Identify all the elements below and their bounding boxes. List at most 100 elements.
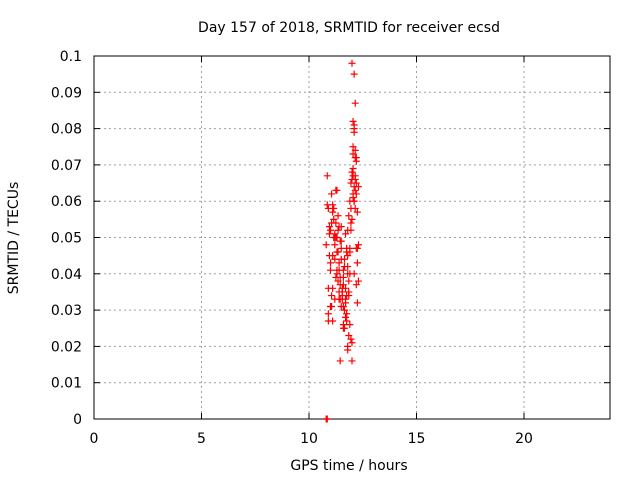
data-point [348, 175, 356, 183]
data-point [352, 179, 360, 187]
data-point [328, 190, 336, 198]
data-point [345, 212, 353, 220]
data-point [351, 186, 359, 194]
data-point [339, 321, 347, 329]
data-point [347, 219, 355, 227]
data-point [354, 277, 362, 285]
x-tick-label: 15 [408, 431, 426, 447]
data-point [345, 332, 353, 340]
data-point [331, 241, 339, 249]
y-tick-label: 0.1 [60, 49, 82, 65]
data-point [350, 70, 358, 78]
data-point [344, 263, 352, 271]
data-point [348, 339, 356, 347]
data-point [331, 234, 339, 241]
data-point [349, 190, 357, 198]
data-point [332, 273, 340, 281]
data-point [329, 208, 337, 216]
data-point [349, 143, 357, 151]
x-tick-label: 10 [300, 431, 318, 447]
data-point [339, 273, 347, 281]
data-point [353, 299, 361, 307]
data-point [351, 146, 359, 154]
data-point [347, 226, 355, 234]
data-point [350, 125, 358, 133]
data-point [348, 357, 356, 365]
data-point [332, 186, 340, 194]
data-point [324, 284, 332, 292]
data-point [350, 197, 358, 205]
data-point [334, 226, 342, 234]
data-point [346, 248, 354, 256]
data-point [343, 292, 351, 300]
data-point [352, 244, 360, 252]
data-point [327, 266, 334, 274]
y-tick-label: 0.07 [51, 158, 82, 174]
data-point [344, 252, 352, 260]
x-tick-label: 0 [90, 431, 99, 447]
data-point [348, 59, 356, 67]
data-point [333, 248, 341, 256]
data-point [354, 241, 362, 249]
x-tick-labels: 0 5 10 15 20 [90, 431, 533, 447]
data-point [348, 215, 356, 223]
data-point [344, 346, 352, 354]
y-tick-label: 0.03 [51, 303, 82, 319]
data-point [322, 241, 330, 249]
data-point [353, 259, 361, 267]
data-point [350, 183, 358, 191]
data-point [327, 302, 334, 310]
data-point [343, 317, 351, 325]
y-tick-label: 0.04 [51, 267, 82, 283]
data-point [328, 219, 336, 227]
data-point [343, 310, 351, 318]
data-point [333, 270, 341, 278]
data-point [335, 259, 343, 267]
data-point [351, 99, 359, 107]
data-point [334, 212, 342, 220]
data-point [329, 252, 337, 260]
chart-title: Day 157 of 2018, SRMTID for receiver ecs… [198, 20, 500, 36]
data-point [349, 117, 357, 125]
data-point [353, 208, 361, 216]
data-point [352, 281, 360, 289]
y-tick-label: 0.01 [51, 376, 82, 392]
data-point [336, 357, 344, 365]
x-tick-label: 5 [197, 431, 206, 447]
y-tick-label: 0.08 [51, 122, 82, 138]
data-point [338, 284, 346, 292]
data-point [327, 259, 334, 267]
data-point [334, 277, 342, 285]
data-point [335, 295, 343, 303]
data-point [349, 165, 357, 173]
data-point [351, 154, 359, 162]
data-point [336, 281, 344, 289]
x-tick-label: 20 [515, 431, 533, 447]
data-point [345, 288, 353, 296]
x-axis-label: GPS time / hours [290, 458, 407, 474]
data-point [323, 172, 331, 180]
data-point [325, 230, 333, 238]
y-tick-label: 0 [73, 412, 82, 428]
data-point [340, 324, 348, 332]
y-tick-label: 0.05 [51, 231, 82, 247]
data-point [340, 255, 348, 263]
data-point [323, 415, 331, 423]
data-point [343, 244, 351, 252]
data-point [339, 266, 347, 274]
data-point [342, 295, 350, 303]
data-point [340, 306, 348, 314]
data-point [339, 302, 347, 310]
data-point [325, 223, 333, 231]
data-point [344, 270, 352, 278]
data-point [348, 168, 356, 176]
data-point [328, 292, 336, 300]
data-point [330, 204, 338, 212]
data-point [342, 313, 350, 321]
data-point [324, 310, 332, 318]
data-point [345, 277, 353, 285]
data-point [330, 215, 338, 223]
data-points [323, 60, 362, 423]
data-point [327, 226, 334, 234]
y-axis-label: SRMTID / TECUs [6, 182, 22, 295]
